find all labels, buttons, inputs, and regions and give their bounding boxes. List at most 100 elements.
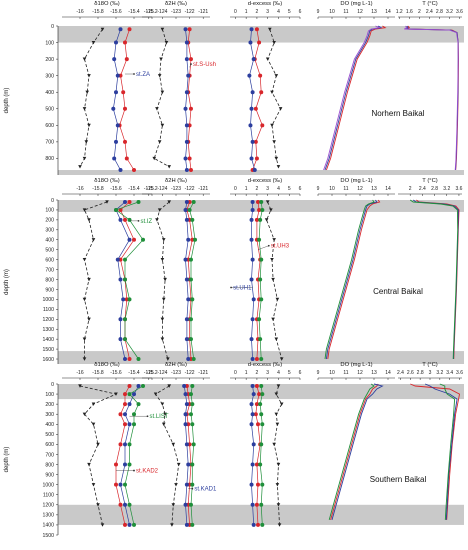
panel-2: 0 1 2 3 4 5 6 d-excess (‰) bbox=[230, 362, 302, 527]
data-point bbox=[184, 168, 189, 173]
depth-tick-label: 200 bbox=[45, 218, 54, 224]
series-line bbox=[258, 201, 263, 360]
data-point bbox=[188, 257, 193, 262]
data-point bbox=[184, 317, 189, 322]
panel-tick-label: -16 bbox=[76, 186, 83, 192]
data-point bbox=[183, 422, 188, 427]
data-point bbox=[270, 258, 274, 262]
data-point bbox=[118, 277, 123, 282]
data-point bbox=[123, 217, 127, 222]
data-point bbox=[184, 217, 189, 222]
data-point bbox=[121, 297, 126, 302]
depth-tick-label: 1100 bbox=[43, 307, 54, 313]
data-point bbox=[160, 402, 165, 406]
panel-tick-label: 13 bbox=[371, 186, 377, 192]
data-point bbox=[250, 317, 255, 322]
depth-tick-label: 1500 bbox=[42, 347, 54, 353]
depth-band bbox=[58, 26, 464, 43]
panel-tick-label: -15.4 bbox=[128, 9, 140, 15]
panel-tick-label: 4 bbox=[277, 9, 280, 15]
data-point bbox=[136, 402, 141, 407]
data-point bbox=[155, 107, 159, 111]
series-line bbox=[189, 201, 196, 360]
data-point bbox=[123, 199, 127, 204]
data-point bbox=[250, 357, 255, 362]
depth-tick-label: 700 bbox=[45, 140, 54, 146]
panel-tick-label: -125 bbox=[144, 186, 154, 192]
data-point bbox=[277, 523, 282, 527]
panel-2: 0 1 2 3 4 5 6 d-excess (‰) bbox=[230, 178, 302, 362]
data-point bbox=[82, 297, 87, 302]
data-point bbox=[191, 199, 196, 204]
data-point bbox=[193, 237, 198, 242]
data-point bbox=[127, 502, 132, 507]
panel-tick-label: 9 bbox=[317, 186, 320, 192]
panel-tick-label: 11 bbox=[343, 370, 348, 376]
data-point bbox=[87, 74, 91, 78]
data-point bbox=[114, 90, 118, 95]
data-point bbox=[132, 522, 136, 527]
series-line bbox=[439, 383, 456, 520]
panel-title: δ2H (‰) bbox=[165, 1, 187, 7]
panel-tick-label: -16 bbox=[76, 370, 83, 376]
data-point bbox=[253, 139, 258, 144]
data-point bbox=[160, 258, 165, 262]
depth-tick-label: 100 bbox=[45, 208, 54, 214]
data-point bbox=[249, 277, 254, 282]
depth-tick-label: 1400 bbox=[42, 337, 54, 343]
data-point bbox=[272, 442, 276, 447]
depth-axis-label: depth (m) bbox=[4, 88, 10, 114]
data-point bbox=[268, 27, 272, 32]
panel-0: -16 -15.8 -15.6 -15.4 -15.2 δ18O (‰) bbox=[62, 1, 158, 173]
depth-tick-label: 1200 bbox=[42, 503, 54, 509]
data-point bbox=[259, 502, 264, 507]
data-point bbox=[118, 217, 123, 222]
data-point bbox=[127, 462, 132, 467]
series-line bbox=[424, 383, 458, 520]
depth-tick-label: 100 bbox=[45, 40, 54, 46]
depth-tick-label: 1100 bbox=[43, 493, 54, 499]
panel-tick-label: -15.2 bbox=[146, 370, 158, 376]
data-point bbox=[118, 502, 123, 507]
depth-tick-label: 500 bbox=[45, 107, 54, 113]
data-point bbox=[123, 502, 127, 507]
annotation-dot bbox=[133, 73, 135, 75]
series-line bbox=[325, 199, 378, 360]
data-point bbox=[171, 503, 176, 507]
depth-tick-label: 300 bbox=[45, 73, 54, 79]
data-point bbox=[183, 207, 188, 212]
data-point bbox=[186, 237, 191, 242]
panel-tick-label: -15.6 bbox=[110, 9, 122, 15]
depth-band bbox=[58, 200, 464, 212]
panel-tick-label: 2 bbox=[409, 186, 412, 192]
data-point bbox=[250, 502, 255, 507]
data-point bbox=[123, 482, 127, 487]
data-point bbox=[82, 107, 87, 111]
annotation-dot bbox=[191, 487, 194, 490]
data-point bbox=[186, 73, 191, 78]
panel-tick-label: -15.6 bbox=[110, 186, 122, 192]
data-point bbox=[123, 317, 127, 322]
depth-band bbox=[58, 384, 464, 400]
panel-tick-label: 3.6 bbox=[456, 370, 463, 376]
data-point bbox=[123, 402, 127, 407]
panel-tick-label: 5 bbox=[288, 186, 291, 192]
profile-row-2: 0100200300400500600700800900100011001200… bbox=[4, 362, 464, 539]
annotation-dot bbox=[146, 415, 149, 418]
annotation-leader bbox=[257, 245, 269, 250]
data-point bbox=[259, 384, 264, 389]
panel-tick-label: 12 bbox=[357, 9, 363, 15]
data-point bbox=[250, 139, 255, 144]
data-point bbox=[87, 218, 91, 222]
data-point bbox=[118, 337, 123, 342]
data-point bbox=[249, 402, 254, 407]
data-point bbox=[254, 384, 259, 389]
station-annotation: st.KAD1 bbox=[194, 487, 217, 493]
data-point bbox=[186, 297, 191, 302]
data-point bbox=[170, 523, 174, 527]
panel-4: 2.4 2.6 2.8 3 3.2 3.4 3.6 T (°C) bbox=[397, 362, 463, 520]
series-line bbox=[186, 201, 193, 360]
station-annotation: st.LIST bbox=[150, 414, 169, 420]
panel-tick-label: -124 bbox=[157, 9, 167, 15]
